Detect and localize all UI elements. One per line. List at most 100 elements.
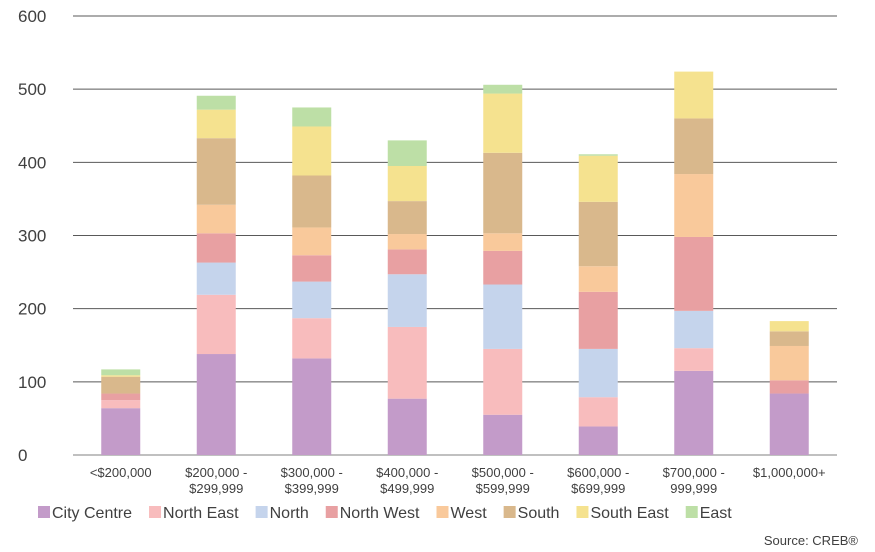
x-tick-label: 999,999 bbox=[670, 481, 717, 496]
bar-segment bbox=[292, 281, 332, 319]
bar-segment bbox=[483, 84, 523, 94]
bar-segment bbox=[769, 321, 809, 332]
bar-segment bbox=[101, 376, 141, 394]
y-tick-label: 200 bbox=[18, 300, 46, 319]
bar-segment bbox=[674, 236, 714, 311]
bar-segment bbox=[483, 250, 523, 285]
x-tick-label: <$200,000 bbox=[90, 465, 152, 480]
x-tick-label: $699,999 bbox=[571, 481, 625, 496]
bar-segment bbox=[483, 414, 523, 455]
bar-segment bbox=[674, 370, 714, 455]
bar-segment bbox=[387, 398, 427, 455]
bar-segment bbox=[292, 227, 332, 256]
bar-segment bbox=[674, 310, 714, 349]
bar-segment bbox=[578, 426, 618, 455]
bar-segment bbox=[578, 155, 618, 202]
legend-swatch bbox=[255, 506, 268, 518]
y-tick-label: 400 bbox=[18, 153, 46, 172]
bar-segment bbox=[578, 348, 618, 398]
bar-segment bbox=[101, 408, 141, 455]
bar-segment bbox=[387, 326, 427, 399]
bar-segment bbox=[578, 266, 618, 292]
bar-segment bbox=[196, 109, 236, 139]
bar-segment bbox=[769, 345, 809, 381]
bar-segment bbox=[578, 291, 618, 349]
bar-segment bbox=[674, 71, 714, 119]
bar-segment bbox=[483, 233, 523, 251]
legend-label: South East bbox=[590, 505, 669, 522]
legend-label: South bbox=[518, 505, 560, 522]
legend-label: North West bbox=[340, 505, 420, 522]
bar-segment bbox=[196, 233, 236, 263]
bar-segment bbox=[483, 284, 523, 349]
bar-segment bbox=[578, 201, 618, 267]
y-tick-label: 100 bbox=[18, 373, 46, 392]
bar-segment bbox=[292, 175, 332, 228]
bar-segment bbox=[101, 369, 141, 376]
bar-segment bbox=[578, 397, 618, 427]
x-tick-label: $1,000,000+ bbox=[753, 465, 826, 480]
legend-label: City Centre bbox=[52, 505, 132, 522]
bar-segment bbox=[196, 138, 236, 205]
bar-segment bbox=[674, 118, 714, 175]
legend-swatch bbox=[576, 506, 589, 518]
x-tick-label: $600,000 - bbox=[567, 465, 629, 480]
legend-label: West bbox=[450, 505, 487, 522]
bar-segment bbox=[101, 400, 141, 409]
legend-swatch bbox=[503, 506, 516, 518]
bar-segment bbox=[196, 294, 236, 355]
bar-segment bbox=[769, 393, 809, 455]
bar-segment bbox=[387, 165, 427, 202]
bar-segment bbox=[292, 318, 332, 359]
legend-label: North East bbox=[163, 505, 239, 522]
bars bbox=[101, 71, 809, 455]
y-axis: 0 100 200 300 400 500 600 bbox=[18, 7, 46, 465]
bar-segment bbox=[769, 380, 809, 394]
bar-segment bbox=[292, 107, 332, 127]
bar-segment bbox=[196, 204, 236, 234]
bar-segment bbox=[387, 274, 427, 327]
bar-segment bbox=[387, 234, 427, 250]
bar-segment bbox=[292, 126, 332, 176]
legend-swatch bbox=[436, 506, 449, 518]
legend-label: East bbox=[700, 505, 733, 522]
bar-segment bbox=[292, 255, 332, 282]
bar-segment bbox=[483, 93, 523, 153]
legend-swatch bbox=[325, 506, 338, 518]
bar-segment bbox=[101, 393, 141, 401]
bar-segment bbox=[483, 152, 523, 234]
bar-segment bbox=[674, 348, 714, 371]
y-tick-label: 300 bbox=[18, 227, 46, 246]
bar-segment bbox=[387, 249, 427, 275]
gridlines bbox=[73, 15, 837, 456]
y-tick-label: 500 bbox=[18, 80, 46, 99]
bar-segment bbox=[387, 140, 427, 166]
bar-segment bbox=[674, 174, 714, 237]
bar-segment bbox=[292, 358, 332, 455]
bar-segment bbox=[387, 201, 427, 235]
x-tick-label: $399,999 bbox=[285, 481, 339, 496]
x-axis: <$200,000 $200,000 -$299,999 $300,000 -$39… bbox=[90, 465, 826, 496]
bar-segment bbox=[101, 375, 141, 377]
x-tick-label: $200,000 - bbox=[185, 465, 247, 480]
bar-segment bbox=[196, 262, 236, 295]
x-tick-label: $500,000 - bbox=[472, 465, 534, 480]
x-tick-label: $599,999 bbox=[476, 481, 530, 496]
y-tick-label: 0 bbox=[18, 446, 27, 465]
x-tick-label: $300,000 - bbox=[281, 465, 343, 480]
x-tick-label: $499,999 bbox=[380, 481, 434, 496]
x-tick-label: $299,999 bbox=[189, 481, 243, 496]
bar-segment bbox=[578, 154, 618, 156]
bar-segment bbox=[196, 354, 236, 455]
bar-segment bbox=[483, 348, 523, 415]
bar-segment bbox=[769, 331, 809, 346]
legend-swatch bbox=[685, 506, 698, 518]
legend: City Centre North East North North West West… bbox=[38, 505, 732, 522]
source-note: Source: CREB® bbox=[764, 533, 859, 548]
legend-swatch bbox=[38, 506, 50, 518]
y-tick-label: 600 bbox=[18, 7, 46, 26]
legend-swatch bbox=[149, 506, 162, 518]
x-tick-label: $400,000 - bbox=[376, 465, 438, 480]
bar-segment bbox=[196, 95, 236, 110]
